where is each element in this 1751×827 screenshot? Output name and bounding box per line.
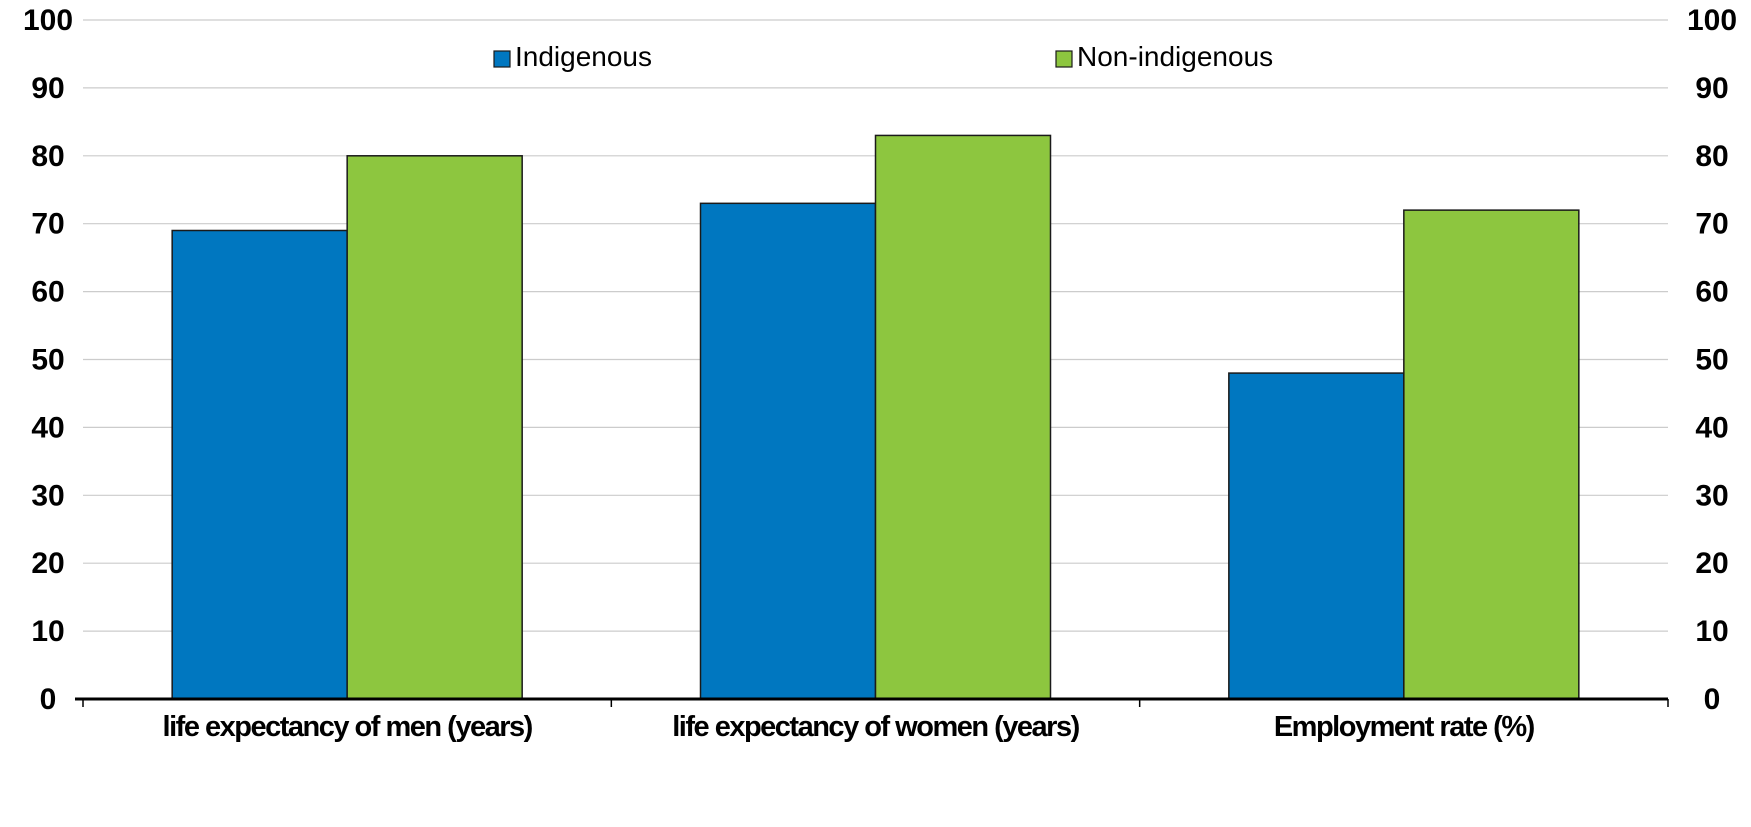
y-tick-label-right: 80: [1695, 140, 1728, 173]
bar-indigenous-0: [171, 229, 348, 700]
y-tick-label-right: 0: [1704, 683, 1721, 716]
y-tick-label-left: 10: [31, 615, 64, 648]
y-tick-label-right: 70: [1695, 208, 1728, 241]
bar-indigenous-2: [1228, 372, 1405, 700]
y-tick-label-left: 90: [31, 72, 64, 105]
axes: 0 0 10 10 20 20 30 30 40 40 50 50 60 60 70 70 80 80 90 90 10…: [23, 4, 1737, 743]
legend-label: Indigenous: [515, 41, 652, 72]
bars: [171, 134, 1580, 700]
y-tick-label-right: 20: [1695, 547, 1728, 580]
y-tick-label-right: 50: [1695, 344, 1728, 377]
y-tick-label-left: 80: [31, 140, 64, 173]
y-tick-label-left: 70: [31, 208, 64, 241]
y-tick-label-right: 30: [1695, 479, 1728, 512]
bar-non-indigenous-1: [874, 134, 1052, 700]
y-tick-label-left: 0: [40, 683, 57, 716]
y-tick-label-right: 40: [1695, 411, 1728, 444]
y-tick-label-left: 60: [31, 276, 64, 309]
y-tick-label-left: 50: [31, 344, 64, 377]
legend-swatch: [493, 50, 511, 68]
legend-label: Non-indigenous: [1077, 41, 1273, 72]
y-tick-label-right: 90: [1695, 72, 1728, 105]
bar-indigenous-1: [699, 202, 877, 700]
y-tick-label-right: 10: [1695, 615, 1728, 648]
bar-non-indigenous-2: [1403, 209, 1580, 700]
x-tick-label: life expectancy of women (years): [672, 711, 1079, 743]
x-tick-label: Employment rate (%): [1274, 711, 1535, 743]
y-tick-label-left: 30: [31, 479, 64, 512]
y-tick-label-left: 20: [31, 547, 64, 580]
legend: Indigenous Non-indigenous: [493, 41, 1273, 72]
bar-non-indigenous-0: [346, 155, 523, 700]
legend-swatch: [1055, 50, 1073, 68]
y-tick-label-right: 100: [1687, 4, 1737, 37]
x-tick-label: life expectancy of men (years): [163, 711, 533, 743]
y-tick-label-left: 100: [23, 4, 73, 37]
y-tick-label-left: 40: [31, 411, 64, 444]
y-tick-label-right: 60: [1695, 276, 1728, 309]
